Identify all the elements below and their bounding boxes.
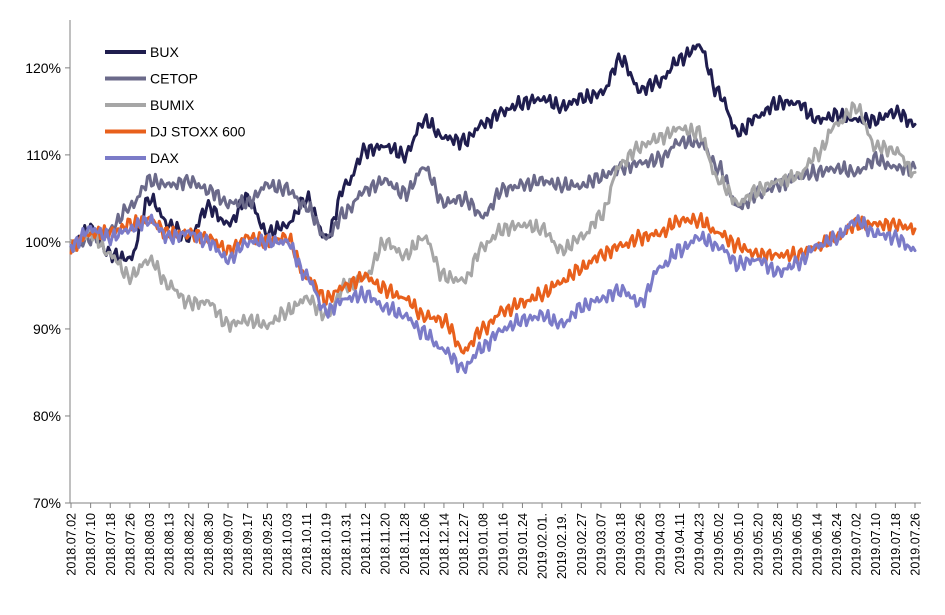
- x-tick-label: 2019.03.18: [614, 513, 628, 576]
- x-tick-label: 2019.01.16: [496, 513, 510, 576]
- legend-label: CETOP: [150, 71, 198, 87]
- x-tick-label: 2019.04.11: [673, 513, 687, 575]
- x-tick-label: 2019.07.26: [909, 513, 923, 576]
- x-tick-label: 2018.12.27: [457, 513, 471, 576]
- series-lines: [69, 43, 917, 374]
- x-tick-label: 2018.08.30: [202, 513, 216, 576]
- x-tick-label: 2018.10.11: [300, 513, 314, 575]
- y-tick-label: 90%: [33, 321, 61, 337]
- x-tick-label: 2019.01.24: [516, 513, 530, 576]
- y-tick-label: 80%: [33, 408, 61, 424]
- x-tick-label: 2019.05.10: [732, 513, 746, 576]
- x-tick-label: 2019.05.02: [712, 513, 726, 576]
- x-tick-label: 2018.10.19: [320, 513, 334, 576]
- x-tick-label: 2018.08.03: [143, 513, 157, 576]
- series-line-bux: [69, 43, 917, 264]
- x-tick-label: 2018.11.20: [379, 513, 393, 575]
- x-tick-label: 2018.09.07: [222, 513, 236, 576]
- x-tick-label: 2018.07.02: [65, 513, 79, 576]
- x-tick-label: 2019.06.24: [830, 513, 844, 576]
- x-tick-label: 2019.03.26: [634, 513, 648, 576]
- x-tick-label: 2018.07.26: [123, 513, 137, 576]
- y-tick-label: 70%: [33, 495, 61, 511]
- x-tick-label: 2019.02.27: [575, 513, 589, 576]
- x-tick-label: 2018.10.03: [280, 513, 294, 576]
- legend-label: DAX: [150, 150, 179, 166]
- x-tick-label: 2019.06.05: [791, 513, 805, 576]
- x-tick-label: 2018.11.12: [359, 513, 373, 575]
- x-tick-label: 2019.05.28: [771, 513, 785, 576]
- legend-label: BUX: [150, 44, 179, 60]
- x-tick-label: 2018.07.10: [84, 513, 98, 576]
- x-tick-label: 2018.11.28: [398, 513, 412, 575]
- x-tick-label: 2019.02.19.: [555, 513, 569, 579]
- x-tick-label: 2019.06.14: [810, 513, 824, 576]
- x-tick-label: 2019.07.10: [869, 513, 883, 576]
- x-tick-label: 2019.03.07: [594, 513, 608, 576]
- x-tick-label: 2019.04.03: [653, 513, 667, 576]
- x-tick-label: 2018.07.18: [104, 513, 118, 576]
- series-line-dax: [69, 213, 917, 374]
- x-tick-label: 2019.02.01.: [536, 513, 550, 579]
- x-tick-label: 2019.07.02: [850, 513, 864, 576]
- x-tick-label: 2018.12.06: [418, 513, 432, 576]
- y-tick-labels: 70% 80% 90% 100% 110% 120%: [25, 60, 70, 511]
- x-tick-label: 2018.09.17: [241, 513, 255, 576]
- chart-legend: BUX CETOP BUMIX DJ STOXX 600 DAX: [105, 44, 246, 166]
- legend-label: BUMIX: [150, 97, 195, 113]
- x-tick-label: 2018.10.31: [339, 513, 353, 576]
- series-line-dj-stoxx-600: [69, 212, 917, 355]
- x-tick-label: 2018.09.25: [261, 513, 275, 576]
- chart-axes: [69, 20, 921, 504]
- legend-label: DJ STOXX 600: [150, 124, 246, 140]
- x-tick-label: 2019.05.20: [751, 513, 765, 576]
- y-tick-label: 110%: [26, 147, 61, 163]
- x-tick-label: 2018.08.13: [163, 513, 177, 576]
- x-tick-label: 2019.07.18: [889, 513, 903, 576]
- series-line-bumix: [69, 101, 917, 333]
- x-tick-label: 2018.08.22: [182, 513, 196, 576]
- x-tick-label: 2019.01.08: [477, 513, 491, 576]
- y-tick-label: 120%: [25, 60, 61, 76]
- x-tick-label: 2019.04.23: [693, 513, 707, 576]
- x-tick-labels: 2018.07.02 2018.07.10 2018.07.18 2018.07.26…: [65, 503, 923, 579]
- x-tick-label: 2018.12.14: [437, 513, 451, 576]
- y-tick-label: 100%: [25, 234, 61, 250]
